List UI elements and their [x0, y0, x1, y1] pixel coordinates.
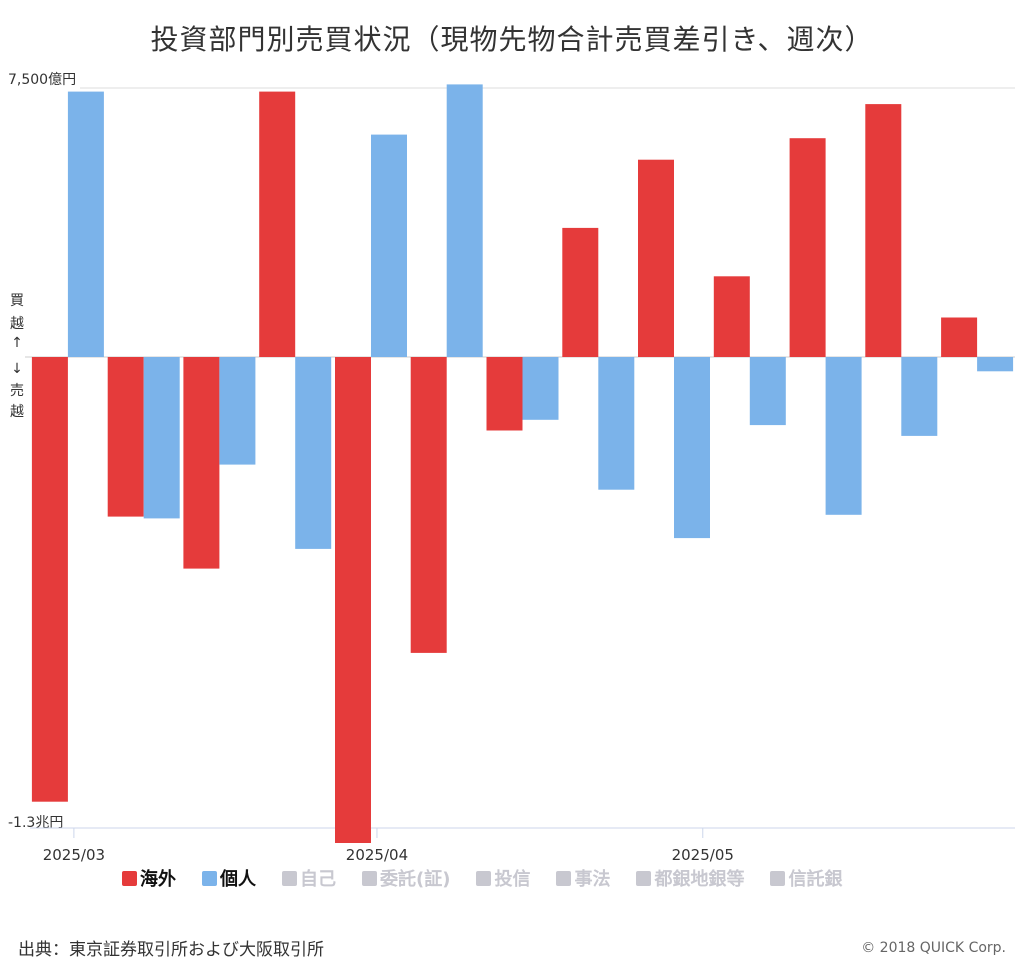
bar-個人-4[interactable]	[295, 357, 332, 549]
legend-label: 個人	[220, 869, 256, 890]
bar-海外-10[interactable]	[713, 276, 750, 357]
legend-swatch-icon	[476, 870, 492, 886]
bar-個人-5[interactable]	[371, 134, 407, 357]
bar-海外-13[interactable]	[941, 317, 978, 358]
legend-swatch-icon	[202, 870, 217, 886]
bar-海外-2[interactable]	[107, 357, 144, 517]
x-tick-label-3: 2025/05	[672, 846, 734, 864]
bar-個人-9[interactable]	[674, 357, 710, 539]
legend-swatch-icon	[770, 870, 786, 886]
legend-label: 信託銀	[788, 869, 843, 890]
legend: 海外 個人 自己 委託(証) 投信 事法 都銀地銀等 信託銀	[122, 866, 922, 890]
bar-個人-2[interactable]	[143, 357, 180, 519]
bar-海外-4[interactable]	[259, 91, 296, 357]
legend-item-1[interactable]: 海外	[122, 866, 176, 890]
bar-海外-9[interactable]	[638, 159, 674, 357]
side-label-char-5: 売	[10, 383, 24, 399]
legend-label: 自己	[300, 869, 336, 890]
x-ticks-group: 2025/03 2025/04 2025/05	[43, 828, 734, 864]
bars-group	[31, 84, 1014, 843]
bar-海外-5[interactable]	[335, 357, 371, 843]
side-label-char-4: ↓	[11, 361, 23, 377]
bar-個人-11[interactable]	[825, 357, 862, 515]
legend-swatch-icon	[636, 870, 652, 886]
bar-個人-12[interactable]	[901, 357, 938, 436]
legend-label: 委託(証)	[380, 869, 451, 890]
legend-item-5[interactable]: 投信	[476, 866, 530, 890]
legend-item-6[interactable]: 事法	[556, 866, 610, 890]
legend-swatch-icon	[362, 870, 377, 886]
legend-label: 都銀地銀等	[654, 869, 745, 890]
y-max-label: 7,500億円	[8, 72, 76, 88]
bar-個人-8[interactable]	[598, 357, 635, 490]
side-label-char-3: ↑	[11, 335, 23, 351]
chart-title: 投資部門別売買状況（現物先物合計売買差引き、週次）	[150, 23, 874, 56]
bar-海外-8[interactable]	[562, 227, 599, 357]
bar-海外-11[interactable]	[789, 138, 826, 357]
legend-label: 投信	[494, 869, 531, 890]
side-label-char-2: 越	[10, 316, 24, 332]
legend-label: 事法	[574, 869, 611, 890]
bar-個人-13[interactable]	[977, 357, 1014, 372]
bar-海外-7[interactable]	[486, 357, 523, 431]
legend-swatch-icon	[122, 870, 137, 886]
source-text: 出典：東京証券取引所および大阪取引所	[18, 940, 324, 960]
x-tick-label-1: 2025/03	[43, 846, 105, 864]
bar-海外-6[interactable]	[410, 357, 447, 653]
bar-個人-3[interactable]	[219, 357, 256, 465]
bar-海外-3[interactable]	[183, 357, 220, 569]
legend-item-7[interactable]: 都銀地銀等	[636, 866, 744, 890]
bar-海外-12[interactable]	[865, 104, 902, 357]
legend-item-3[interactable]: 自己	[282, 866, 336, 890]
x-tick-label-2: 2025/04	[346, 846, 408, 864]
legend-item-8[interactable]: 信託銀	[770, 866, 842, 890]
bar-海外-1[interactable]	[31, 357, 68, 802]
side-label-char-6: 越	[10, 404, 24, 420]
legend-swatch-icon	[282, 870, 297, 886]
credit-text: © 2018 QUICK Corp.	[861, 940, 1006, 956]
bar-個人-6[interactable]	[446, 84, 483, 358]
buy-sell-side-label: 買越↑↓売越	[10, 293, 24, 420]
legend-item-4[interactable]: 委託(証)	[362, 866, 450, 890]
legend-swatch-icon	[556, 870, 572, 886]
bar-個人-7[interactable]	[522, 357, 559, 420]
legend-item-2[interactable]: 個人	[202, 866, 256, 890]
side-label-char-1: 買	[10, 293, 24, 309]
legend-label: 海外	[140, 869, 176, 890]
bar-個人-1[interactable]	[67, 91, 104, 357]
bar-個人-10[interactable]	[749, 357, 786, 426]
y-min-label: -1.3兆円	[8, 815, 63, 831]
bar-chart: 7,500億円 -1.3兆円 買越↑↓売越 2025/03 2025/04 2025…	[8, 72, 1015, 864]
